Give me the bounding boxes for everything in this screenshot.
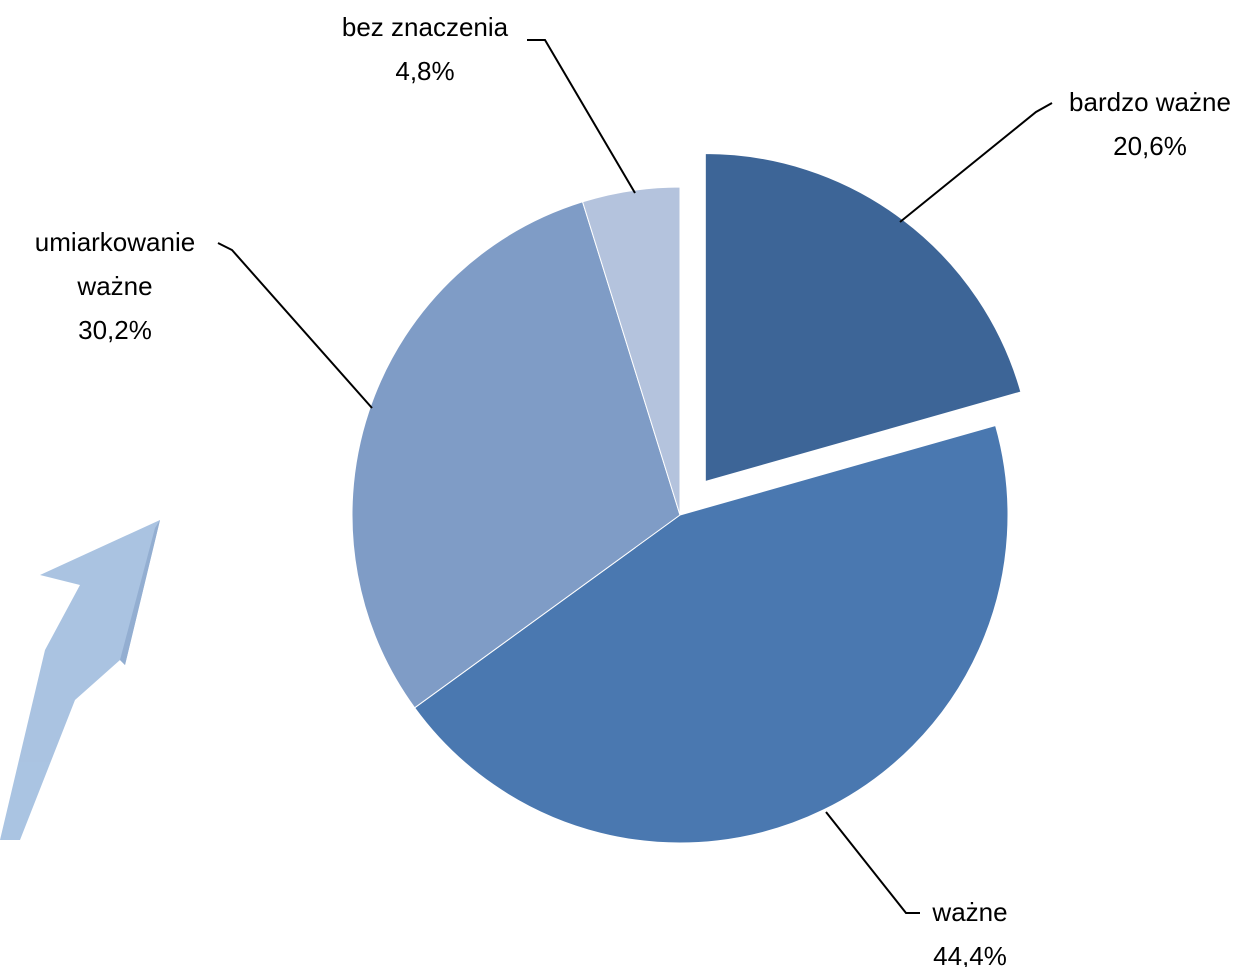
decor-arrow [0, 520, 160, 840]
data-label: bardzo ważne 20,6% [1050, 80, 1250, 168]
leader-line [899, 102, 1053, 223]
data-label: umiarkowanie ważne 30,2% [0, 220, 230, 352]
pie-slice [581, 186, 681, 516]
pie-slice [351, 201, 681, 709]
data-label: ważne 44,4% [900, 890, 1040, 967]
value-label: 30,2% [78, 315, 152, 345]
leader-line [825, 811, 920, 914]
value-label: 4,8% [395, 56, 455, 86]
data-label: bez znaczenia 4,8% [315, 5, 535, 93]
category-label: bez znaczenia [341, 12, 509, 42]
value-label: 20,6% [1113, 131, 1187, 161]
pie-slice [413, 424, 1009, 844]
value-label: 44,4% [933, 941, 1007, 967]
category-label: bardzo ważne [1069, 87, 1231, 117]
leader-line [527, 39, 636, 194]
leader-line [217, 242, 373, 409]
category-label: ważne [932, 897, 1008, 927]
category-label: umiarkowanie ważne [34, 227, 196, 301]
